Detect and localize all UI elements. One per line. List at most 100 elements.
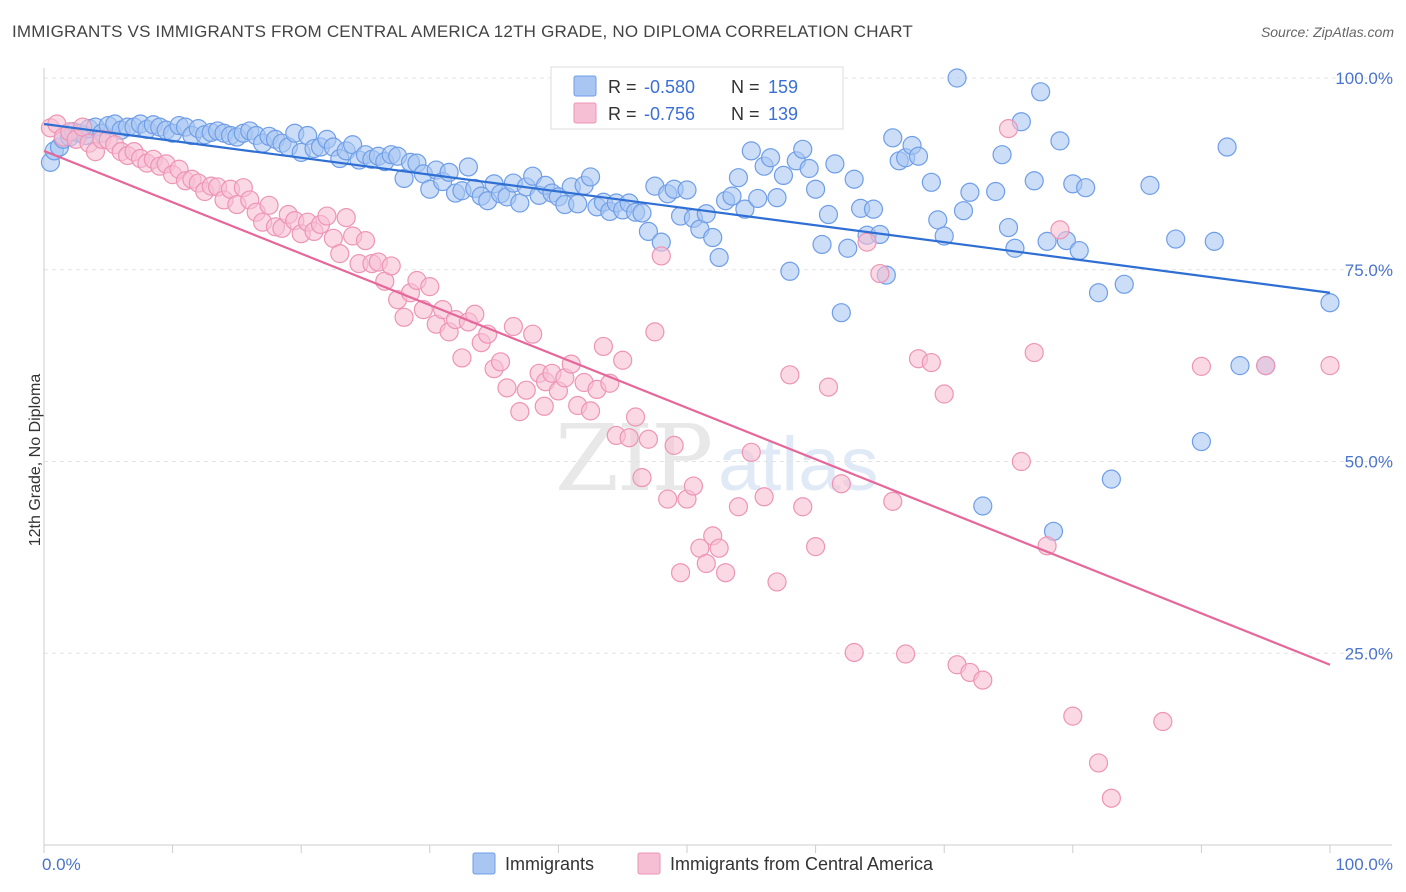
grid (44, 77, 1390, 654)
immigrants-point-161 (1114, 274, 1134, 294)
central-america-point-55 (394, 307, 414, 327)
central-america-point-132 (1088, 753, 1109, 773)
central-america-point-59 (420, 277, 440, 297)
bottom-legend: Immigrants Immigrants from Central Ameri… (472, 852, 934, 875)
legend-r-value-2: -0.756 (644, 104, 695, 124)
immigrants-point-127 (844, 169, 864, 189)
immigrants-point-84 (568, 194, 588, 214)
central-america-point-89 (613, 350, 633, 370)
immigrants-point-147 (998, 217, 1019, 238)
immigrants-point-75 (510, 193, 530, 213)
immigrants-point-86 (580, 167, 601, 187)
central-america-point-130 (1050, 220, 1070, 240)
immigrants-point-130 (863, 199, 884, 219)
central-america-point-121 (921, 352, 941, 373)
central-america-point-93 (638, 429, 659, 449)
central-america-point-73 (510, 402, 530, 422)
immigrants-point-106 (709, 247, 729, 268)
legend-r-label-1: R = (608, 77, 637, 97)
central-america-point-119 (896, 644, 916, 664)
central-america-point-117 (870, 263, 890, 284)
immigrants-point-94 (632, 203, 652, 223)
immigrants-point-137 (908, 146, 929, 166)
y-tick-label-0: 100.0% (1335, 69, 1393, 88)
central-america-point-97 (664, 435, 684, 455)
x-tick-label-right: 100.0% (1335, 855, 1393, 874)
bottom-legend-label-central-america: Immigrants from Central America (670, 854, 934, 874)
immigrants-point-122 (812, 234, 832, 255)
central-america-point-94 (645, 322, 665, 342)
central-america-point-75 (523, 324, 543, 344)
central-america-point-45 (330, 244, 350, 264)
immigrants-point-158 (1076, 178, 1096, 198)
central-america-point-95 (651, 246, 671, 266)
legend-n-value-1: 159 (768, 77, 798, 97)
central-america-point-92 (632, 468, 652, 488)
immigrants-point-157 (1069, 240, 1089, 261)
immigrants-point-143 (960, 182, 980, 202)
central-america-point-112 (805, 537, 826, 557)
central-america-point-84 (580, 401, 601, 421)
chart-title: IMMIGRANTS VS IMMIGRANTS FROM CENTRAL AM… (12, 22, 913, 41)
legend-n-label-2: N = (731, 104, 760, 124)
central-america-point-134 (1153, 711, 1173, 732)
immigrants-point-112 (748, 188, 768, 209)
central-america-point-74 (516, 380, 536, 400)
central-america-point-71 (497, 378, 517, 398)
immigrants-point-105 (703, 227, 723, 248)
legend-r-label-2: R = (608, 104, 637, 124)
immigrants-point-152 (1037, 231, 1057, 251)
central-america-point-127 (1011, 451, 1031, 472)
immigrants-point-145 (986, 181, 1006, 202)
central-america-point-96 (658, 489, 678, 509)
central-america-point-128 (1024, 342, 1044, 363)
immigrants-point-148 (1005, 238, 1025, 258)
central-america-point-122 (934, 384, 954, 404)
central-america-point-102 (696, 553, 716, 574)
immigrants-point-169 (1217, 137, 1237, 157)
immigrants-point-168 (1230, 356, 1250, 376)
central-america-point-100 (683, 476, 704, 496)
immigrants-point-120 (799, 158, 819, 179)
central-america-point-135 (1191, 356, 1212, 376)
immigrants-point-115 (767, 188, 787, 208)
top-legend: R = -0.580 N = 159 R = -0.756 N = 139 (550, 66, 844, 130)
central-america-point-139 (534, 396, 554, 416)
immigrants-point-95 (638, 221, 659, 241)
central-america-point-104 (709, 538, 729, 558)
central-america-point-106 (728, 497, 749, 517)
immigrants-point-150 (1024, 171, 1044, 191)
central-america-point-114 (831, 474, 851, 494)
immigrants-point-165 (1204, 231, 1224, 251)
central-america-point-136 (1256, 356, 1276, 376)
central-america-point-115 (844, 642, 864, 663)
central-america-point-109 (767, 572, 787, 592)
central-america-point-90 (619, 428, 639, 448)
central-america-point-64 (452, 348, 472, 368)
central-america-point-110 (780, 365, 800, 385)
legend-swatch-immigrants (573, 75, 597, 97)
immigrants-point-104 (696, 204, 716, 224)
bottom-legend-swatch-immigrants (472, 852, 496, 875)
central-america-point-86 (593, 336, 614, 357)
y-tick-label-2: 50.0% (1345, 453, 1393, 472)
central-america-point-131 (1063, 706, 1083, 726)
y-tick-labels: 100.0% 75.0% 50.0% 25.0% (1335, 69, 1393, 663)
immigrants-point-111 (741, 141, 761, 161)
immigrants-point-167 (1320, 293, 1340, 313)
central-america-point-70 (490, 352, 511, 372)
central-america-point-53 (381, 256, 401, 276)
central-america-point-98 (670, 563, 691, 583)
central-america-point-72 (503, 316, 523, 337)
central-america-point-116 (857, 232, 877, 252)
immigrants-point-125 (831, 303, 851, 323)
trend-line-central-america (43, 149, 1331, 666)
central-america-point-125 (973, 670, 993, 690)
central-america-point-133 (1101, 788, 1121, 808)
source-label: Source: ZipAtlas.com (1260, 24, 1394, 40)
immigrants-point-162 (1140, 175, 1160, 195)
watermark: ZIP atlas (555, 405, 879, 512)
immigrants-point-124 (825, 154, 845, 174)
bottom-legend-label-immigrants: Immigrants (505, 854, 594, 874)
